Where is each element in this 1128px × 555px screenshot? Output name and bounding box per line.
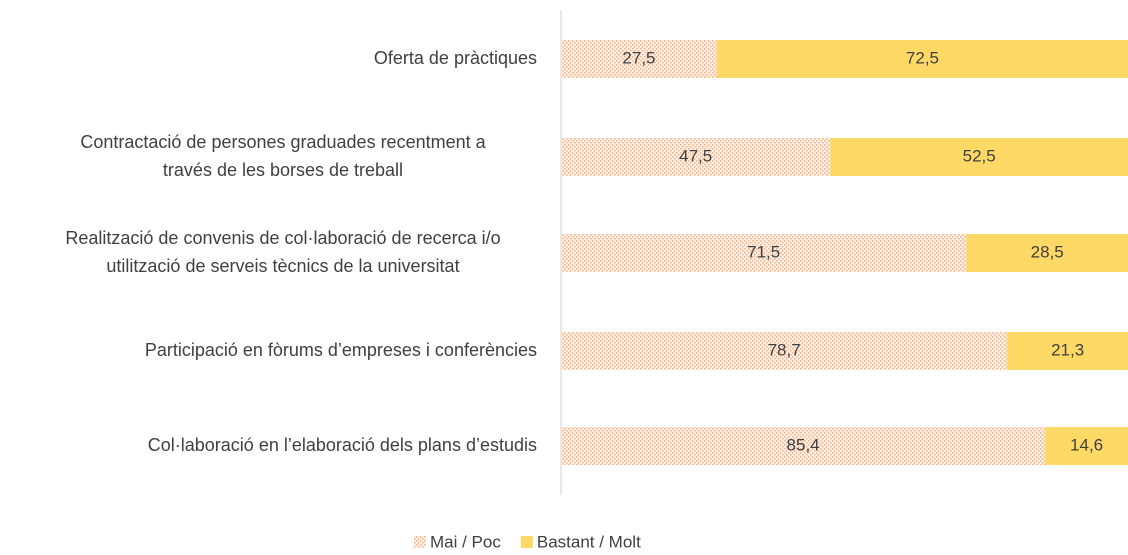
value-label: 52,5 [963, 146, 996, 165]
bar-segment [561, 332, 1008, 370]
bar-segment [561, 138, 831, 176]
value-label: 27,5 [622, 48, 655, 67]
bar-segment [561, 427, 1046, 465]
value-label: 47,5 [679, 146, 712, 165]
category-label: Col·laboració en l’elaboració dels plans… [148, 435, 537, 455]
legend-label: Mai / Poc [430, 532, 501, 551]
bar-segment [830, 138, 1128, 176]
bar-segment [716, 40, 1128, 78]
value-label: 78,7 [768, 340, 801, 359]
legend-swatch [414, 536, 426, 548]
bar-segment [1007, 332, 1128, 370]
value-label: 21,3 [1051, 340, 1084, 359]
legend-swatch [520, 536, 533, 548]
legend-label: Bastant / Molt [537, 532, 641, 551]
bar-segment [561, 40, 717, 78]
value-label: 28,5 [1031, 242, 1064, 261]
bar-segment [561, 234, 967, 272]
bar-segment [966, 234, 1128, 272]
category-label: Oferta de pràctiques [374, 48, 537, 68]
bar-segment [1045, 427, 1128, 465]
value-label: 85,4 [787, 435, 820, 454]
value-label: 72,5 [906, 48, 939, 67]
category-label: Participació en fòrums d’empreses i conf… [145, 340, 537, 360]
category-label: utilització de serveis tècnics de la uni… [106, 256, 459, 276]
category-label: Contractació de persones graduades recen… [80, 132, 486, 152]
category-label: Realització de convenis de col·laboració… [65, 228, 500, 248]
value-label: 14,6 [1070, 435, 1103, 454]
category-label: través de les borses de treball [163, 160, 403, 180]
value-label: 71,5 [747, 242, 780, 261]
